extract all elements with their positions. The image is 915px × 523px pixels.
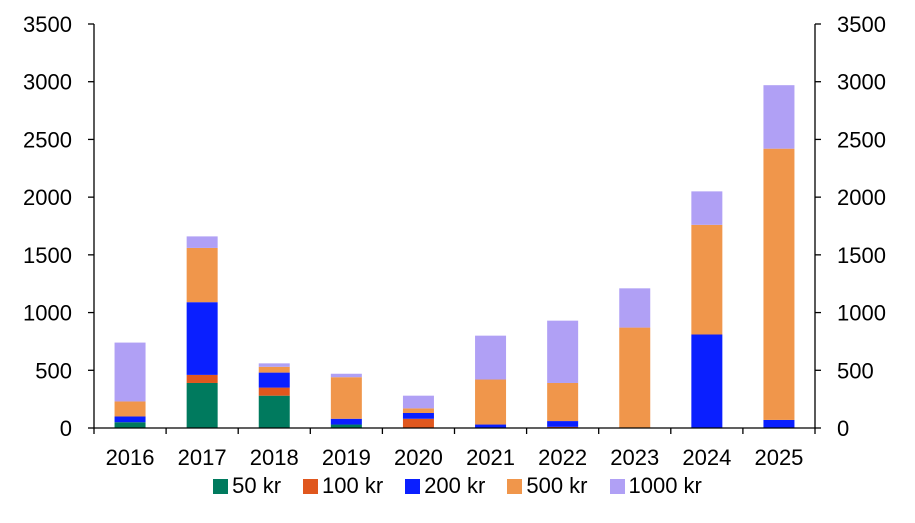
x-tick-label: 2017 xyxy=(178,445,227,470)
bar-segment-2018-s3 xyxy=(258,366,290,373)
bar-segment-2022-s2 xyxy=(547,421,579,427)
bar-segment-2025-s3 xyxy=(763,148,795,420)
bar-segment-2025-s4 xyxy=(763,85,795,149)
y-tick-label-right: 1000 xyxy=(837,301,886,326)
bar-segment-2022-s3 xyxy=(547,382,579,422)
legend-label: 50 kr xyxy=(232,473,282,498)
bar-segment-2019-s4 xyxy=(330,373,362,378)
bar-segment-2020-s4 xyxy=(402,395,434,409)
bar-segment-2016-s2 xyxy=(114,416,146,423)
legend-label: 100 kr xyxy=(322,473,384,498)
bar-segment-2019-s2 xyxy=(330,418,362,425)
legend: 50 kr 100 kr 200 kr 500 kr 1000 kr xyxy=(0,471,915,501)
x-tick-label: 2023 xyxy=(610,445,659,470)
y-tick-label-left: 3500 xyxy=(23,12,72,37)
bar-segment-2021-s2 xyxy=(475,424,507,428)
x-tick-label: 2024 xyxy=(682,445,731,470)
bar-segment-2020-s1 xyxy=(402,418,434,428)
y-tick-label-left: 0 xyxy=(60,416,72,441)
y-tick-label-right: 3500 xyxy=(837,12,886,37)
bar-segment-2024-s3 xyxy=(691,224,723,335)
legend-label: 200 kr xyxy=(424,473,486,498)
x-tick-label: 2025 xyxy=(754,445,803,470)
bar-segment-2019-s0 xyxy=(330,424,362,428)
bar-segment-2016-s3 xyxy=(114,401,146,417)
x-tick-label: 2022 xyxy=(538,445,587,470)
bar-segment-2018-s1 xyxy=(258,387,290,396)
y-tick-label-right: 3000 xyxy=(837,70,886,95)
x-tick-label: 2020 xyxy=(394,445,443,470)
legend-swatch xyxy=(609,478,625,494)
bar-segment-2017-s1 xyxy=(186,374,218,383)
legend-swatch xyxy=(303,478,319,494)
bar-segment-2020-s2 xyxy=(402,412,434,419)
y-tick-label-left: 500 xyxy=(35,358,72,383)
y-tick-label-left: 1000 xyxy=(23,301,72,326)
y-tick-label-right: 0 xyxy=(837,416,849,441)
y-tick-label-left: 2000 xyxy=(23,185,72,210)
bar-segment-2023-s4 xyxy=(619,288,651,328)
legend-item: 200 kr xyxy=(405,473,485,499)
bar-segment-2016-s0 xyxy=(114,422,146,428)
legend-swatch xyxy=(507,478,523,494)
x-tick-label: 2018 xyxy=(250,445,299,470)
legend-item: 500 kr xyxy=(507,473,588,499)
legend-swatch xyxy=(405,478,421,494)
bar-segment-2017-s2 xyxy=(186,302,218,375)
x-tick-label: 2016 xyxy=(106,445,155,470)
axes: 2016 2017 2018 2019 2020 2021 2022 2023 2024 2025… xyxy=(23,12,886,470)
bar-segment-2018-s2 xyxy=(258,372,290,388)
bar-segment-2017-s3 xyxy=(186,247,218,303)
x-tick-label: 2019 xyxy=(322,445,371,470)
bar-segment-2021-s3 xyxy=(475,379,507,425)
legend-swatch xyxy=(213,478,229,494)
bar-segment-2018-s0 xyxy=(258,395,290,428)
bar-segment-2018-s4 xyxy=(258,363,290,367)
bar-segment-2021-s4 xyxy=(475,335,507,380)
bar-segment-2023-s3 xyxy=(619,327,651,428)
y-tick-label-right: 2500 xyxy=(837,127,886,152)
bar-segment-2016-s4 xyxy=(114,342,146,402)
legend-label: 1000 kr xyxy=(628,473,702,498)
y-tick-label-right: 500 xyxy=(837,358,874,383)
legend-item: 50 kr xyxy=(213,473,281,499)
legend-label: 500 kr xyxy=(526,473,588,498)
y-tick-label-right: 1500 xyxy=(837,243,886,268)
bar-area xyxy=(114,85,795,428)
legend-item: 100 kr xyxy=(303,473,383,499)
bar-segment-2017-s0 xyxy=(186,382,218,428)
stacked-bar-chart: 2016 2017 2018 2019 2020 2021 2022 2023 2024 2025… xyxy=(23,12,886,470)
bar-segment-2022-s4 xyxy=(547,320,579,383)
bar-segment-2020-s3 xyxy=(402,408,434,413)
y-tick-label-left: 2500 xyxy=(23,127,72,152)
bar-segment-2025-s2 xyxy=(763,419,795,428)
bar-segment-2024-s2 xyxy=(691,334,723,428)
bar-segment-2019-s3 xyxy=(330,377,362,419)
y-tick-label-left: 3000 xyxy=(23,70,72,95)
x-tick-label: 2021 xyxy=(466,445,515,470)
y-tick-label-right: 2000 xyxy=(837,185,886,210)
bar-segment-2017-s4 xyxy=(186,236,218,248)
y-tick-label-left: 1500 xyxy=(23,243,72,268)
legend-item: 1000 kr xyxy=(609,473,702,499)
bar-segment-2024-s4 xyxy=(691,191,723,225)
